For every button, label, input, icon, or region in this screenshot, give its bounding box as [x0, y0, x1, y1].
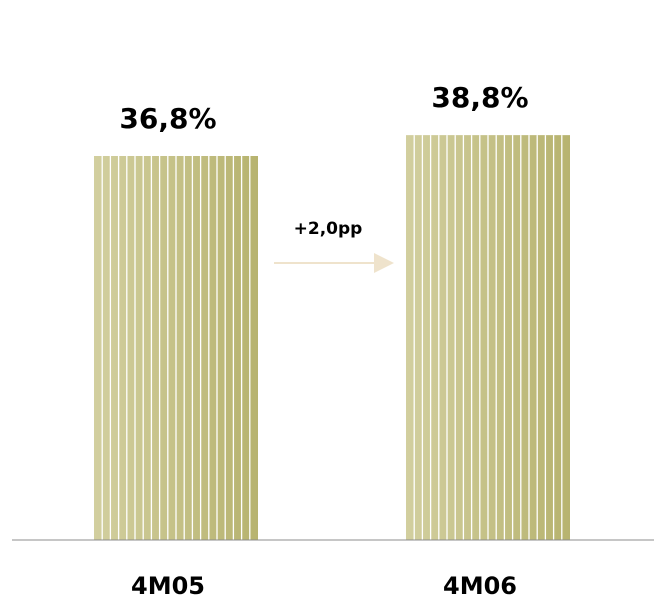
change-arrow-icon: [374, 253, 394, 273]
change-label: +2,0pp: [294, 219, 363, 239]
labels-group: 36,8% 4M05 38,8% 4M06: [119, 81, 528, 599]
bar-4M05: [94, 156, 258, 540]
value-label-4M06: 38,8%: [431, 81, 528, 114]
category-label-4M06: 4M06: [443, 572, 517, 599]
bar-4M06: [406, 135, 570, 540]
value-label-4M05: 36,8%: [119, 102, 216, 135]
change-annotation: +2,0pp: [274, 219, 394, 273]
bars-group: [94, 135, 570, 540]
category-label-4M05: 4M05: [131, 572, 205, 599]
